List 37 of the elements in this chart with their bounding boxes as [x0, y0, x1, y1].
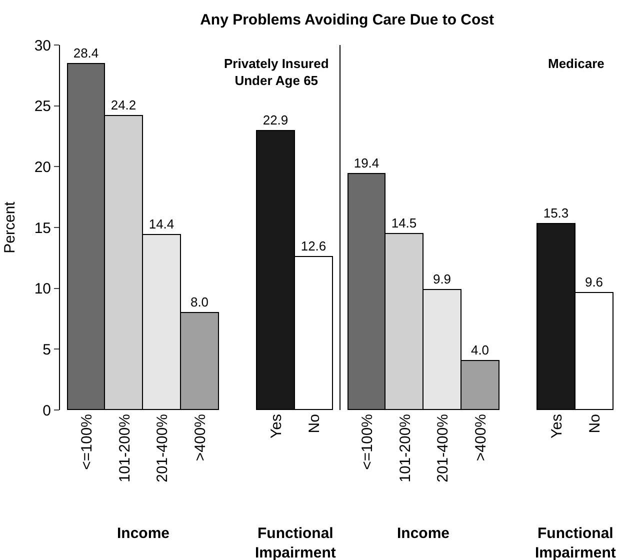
x-tick-label: 101-200%: [116, 414, 134, 482]
annotation: Privately Insured Under Age 65: [224, 56, 329, 88]
x-tick-label: Yes: [268, 414, 285, 438]
data-label: 9.9: [432, 272, 452, 286]
x-tick-label: Yes: [548, 414, 566, 438]
x-tick-label: 201-400%: [154, 414, 172, 482]
x-tick-label: >400%: [192, 414, 210, 462]
data-label: 12.6: [300, 238, 326, 254]
data-label: 14.4: [148, 216, 174, 232]
data-label: 19.4: [354, 156, 380, 170]
x-tick-label: 101-200%: [396, 414, 414, 482]
x-tick-label: <=100%: [358, 414, 376, 470]
y-axis-title: Percent: [2, 200, 19, 254]
data-label: 9.6: [584, 274, 604, 290]
y-tick-label: 15: [34, 220, 51, 237]
data-label: 14.5: [391, 216, 417, 230]
data-label: 24.2: [110, 98, 136, 112]
x-tick-label: No: [586, 414, 604, 434]
y-tick-label: 10: [34, 280, 51, 298]
y-tick-label: 5: [42, 341, 51, 358]
data-label: 28.4: [73, 46, 99, 60]
data-label: 4.0: [470, 342, 490, 358]
text: Income: [397, 525, 450, 542]
data-label: 8.0: [190, 294, 209, 310]
y-tick-label: 20: [34, 158, 51, 176]
y-tick-label: 25: [34, 98, 51, 116]
x-tick-label: 201-400%: [434, 414, 452, 482]
data-label: 22.9: [262, 112, 288, 128]
annotation: Medicare: [548, 56, 604, 71]
data-label: 15.3: [543, 206, 569, 220]
chart-title: Any Problems Avoiding Care Due to Cost: [200, 12, 494, 28]
y-tick-label: 30: [34, 37, 51, 54]
x-tick-label: No: [306, 414, 323, 434]
y-tick-label: 0: [42, 402, 51, 420]
x-tick-label: >400%: [472, 414, 490, 462]
text: Income: [117, 525, 170, 542]
x-tick-label: <=100%: [78, 414, 96, 470]
